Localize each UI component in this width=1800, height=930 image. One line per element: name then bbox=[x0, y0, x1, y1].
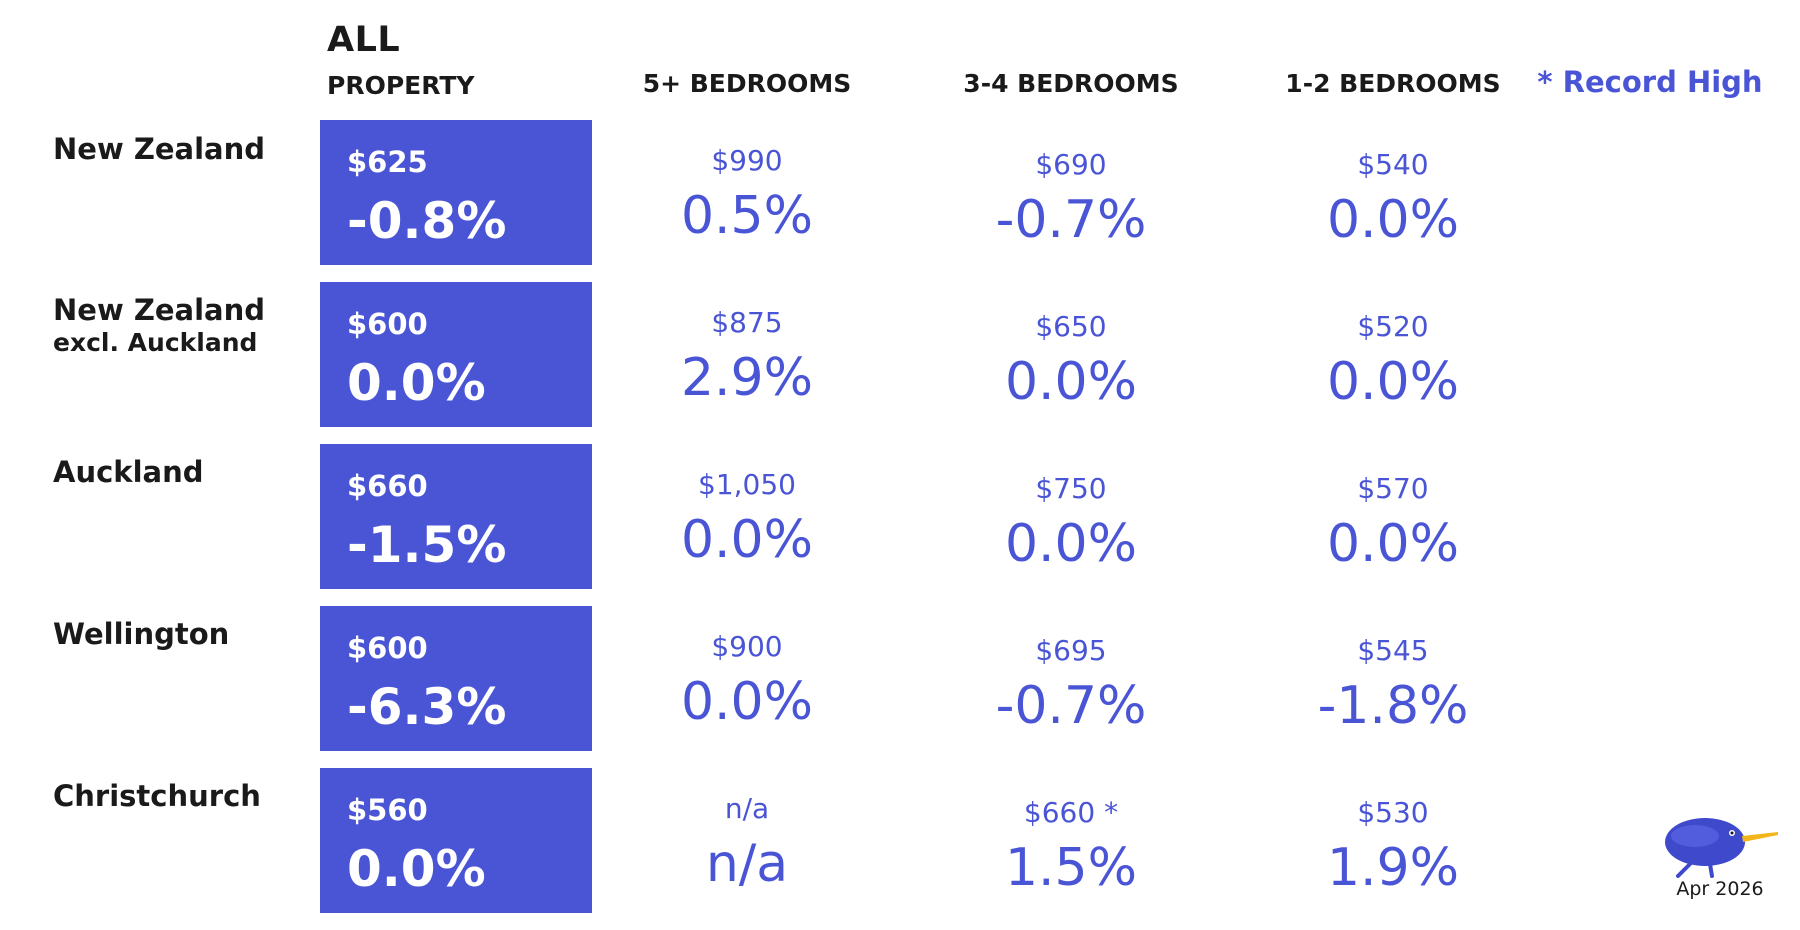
cell-change: -0.7% bbox=[995, 190, 1147, 250]
cell-change: -1.8% bbox=[1317, 676, 1469, 736]
row-label-text: New Zealand bbox=[53, 132, 266, 166]
cell-price: $540 bbox=[1357, 148, 1429, 181]
row-label-text: Wellington bbox=[53, 617, 230, 651]
all-property-cell: $560 0.0% bbox=[320, 768, 592, 913]
cell-change: 1.5% bbox=[1004, 838, 1138, 898]
all-change: 0.0% bbox=[347, 354, 486, 412]
header-3-4-bedrooms: 3-4 BEDROOMS bbox=[963, 69, 1179, 98]
row-label-text: Auckland bbox=[53, 455, 204, 489]
row-label-wellington: Wellington bbox=[53, 617, 229, 652]
cell-3-4: $650 0.0% bbox=[906, 302, 1236, 412]
cell-1-2: $545 -1.8% bbox=[1228, 626, 1558, 736]
all-change: -6.3% bbox=[347, 678, 507, 736]
row-label-text: New Zealand bbox=[53, 293, 266, 327]
cell-price: $545 bbox=[1357, 634, 1429, 667]
cell-5plus: n/a n/a bbox=[582, 784, 912, 894]
cell-5plus: $1,050 0.0% bbox=[582, 460, 912, 570]
cell-price: $1,050 bbox=[698, 468, 796, 501]
all-property-cell: $625 -0.8% bbox=[320, 120, 592, 265]
all-change: -1.5% bbox=[347, 516, 507, 574]
cell-3-4: $690 -0.7% bbox=[906, 140, 1236, 250]
row-label-new-zealand-excl-auckland: New Zealand excl. Auckland bbox=[53, 293, 265, 358]
row-label-new-zealand: New Zealand bbox=[53, 132, 265, 167]
row-label-christchurch: Christchurch bbox=[53, 779, 261, 814]
all-price: $660 bbox=[347, 469, 428, 503]
header-1-2-bedrooms: 1-2 BEDROOMS bbox=[1285, 69, 1501, 98]
cell-change: 0.0% bbox=[1326, 190, 1460, 250]
cell-change: 0.0% bbox=[1004, 514, 1138, 574]
cell-price: $990 bbox=[711, 144, 783, 177]
cell-change: 0.5% bbox=[680, 186, 814, 246]
cell-3-4: $695 -0.7% bbox=[906, 626, 1236, 736]
record-high-legend: * Record High bbox=[1537, 65, 1763, 99]
cell-change: 1.9% bbox=[1326, 838, 1460, 898]
cell-change: 0.0% bbox=[1004, 352, 1138, 412]
cell-1-2: $540 0.0% bbox=[1228, 140, 1558, 250]
cell-3-4: $660 * 1.5% bbox=[906, 788, 1236, 898]
row-label-text: Christchurch bbox=[53, 779, 261, 813]
cell-change: 0.0% bbox=[680, 672, 814, 732]
all-property-cell: $600 0.0% bbox=[320, 282, 592, 427]
cell-change: 2.9% bbox=[680, 348, 814, 408]
cell-1-2: $570 0.0% bbox=[1228, 464, 1558, 574]
cell-change: n/a bbox=[705, 834, 789, 894]
cell-change: 0.0% bbox=[1326, 514, 1460, 574]
cell-price: $690 bbox=[1035, 148, 1107, 181]
all-change: 0.0% bbox=[347, 840, 486, 898]
cell-price: n/a bbox=[724, 792, 770, 825]
cell-change: 0.0% bbox=[680, 510, 814, 570]
row-sublabel-text: excl. Auckland bbox=[53, 327, 258, 357]
header-all-line2: PROPERTY bbox=[327, 71, 475, 100]
all-price: $600 bbox=[347, 631, 428, 665]
cell-change: -0.7% bbox=[995, 676, 1147, 736]
kiwi-bird-icon bbox=[1665, 818, 1778, 878]
cell-change: 0.0% bbox=[1326, 352, 1460, 412]
cell-price: $750 bbox=[1035, 472, 1107, 505]
all-price: $560 bbox=[347, 793, 428, 827]
cell-price: $530 bbox=[1357, 796, 1429, 829]
all-property-cell: $600 -6.3% bbox=[320, 606, 592, 751]
cell-3-4: $750 0.0% bbox=[906, 464, 1236, 574]
cell-price: $875 bbox=[711, 306, 783, 339]
cell-price: $660 * bbox=[1023, 796, 1119, 829]
header-5plus-bedrooms: 5+ BEDROOMS bbox=[642, 69, 852, 98]
all-price: $625 bbox=[347, 145, 428, 179]
cell-price: $900 bbox=[711, 630, 783, 663]
row-label-auckland: Auckland bbox=[53, 455, 203, 490]
cell-price: $520 bbox=[1357, 310, 1429, 343]
cell-5plus: $990 0.5% bbox=[582, 136, 912, 246]
report-date: Apr 2026 bbox=[1676, 878, 1764, 900]
cell-1-2: $530 1.9% bbox=[1228, 788, 1558, 898]
cell-1-2: $520 0.0% bbox=[1228, 302, 1558, 412]
cell-5plus: $875 2.9% bbox=[582, 298, 912, 408]
all-property-cell: $660 -1.5% bbox=[320, 444, 592, 589]
cell-price: $695 bbox=[1035, 634, 1107, 667]
cell-5plus: $900 0.0% bbox=[582, 622, 912, 732]
all-price: $600 bbox=[347, 307, 428, 341]
all-change: -0.8% bbox=[347, 192, 507, 250]
header-all-line1: ALL bbox=[327, 20, 401, 60]
cell-price: $650 bbox=[1035, 310, 1107, 343]
cell-price: $570 bbox=[1357, 472, 1429, 505]
